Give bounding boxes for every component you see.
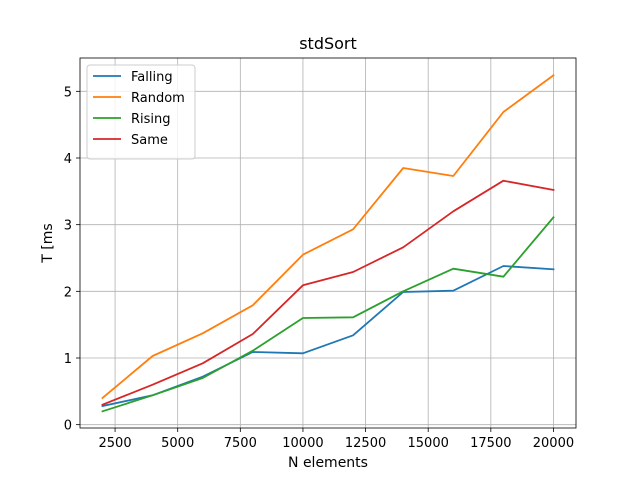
series-line-same	[101, 179, 555, 406]
x-tick-label: 10000	[282, 436, 323, 451]
y-tick-label: 3	[64, 219, 72, 234]
x-tick-label: 20000	[533, 436, 574, 451]
legend-label-random: Random	[131, 91, 185, 106]
legend-label-falling: Falling	[131, 70, 173, 85]
y-tick-label: 1	[64, 352, 72, 367]
x-tick-label: 15000	[408, 436, 449, 451]
x-axis-label: N elements	[288, 455, 368, 471]
y-tick-label: 0	[64, 419, 72, 434]
chart-title: stdSort	[299, 34, 357, 53]
series-line-random	[101, 74, 555, 400]
legend-label-same: Same	[131, 133, 168, 148]
y-tick-label: 2	[64, 285, 72, 300]
legend-label-rising: Rising	[131, 112, 171, 127]
x-tick-label: 5000	[161, 436, 194, 451]
grid	[80, 58, 576, 428]
y-axis-label: T [ms	[40, 223, 56, 263]
plot-frame	[79, 57, 577, 429]
y-tick-label: 4	[64, 152, 72, 167]
legend-box	[86, 64, 196, 160]
x-tick-label: 17500	[470, 436, 511, 451]
y-tick-label: 5	[64, 85, 72, 100]
series-lines	[101, 74, 555, 413]
x-tick-label: 2500	[99, 436, 132, 451]
axis-ticks: 2500 5000 7500 10000 12500 15000 17500 20000 0 1 2…	[64, 85, 574, 451]
x-tick-label: 12500	[345, 436, 386, 451]
x-tick-label: 7500	[224, 436, 257, 451]
legend: Falling Random Rising Same	[86, 64, 196, 160]
series-line-rising	[101, 216, 555, 413]
